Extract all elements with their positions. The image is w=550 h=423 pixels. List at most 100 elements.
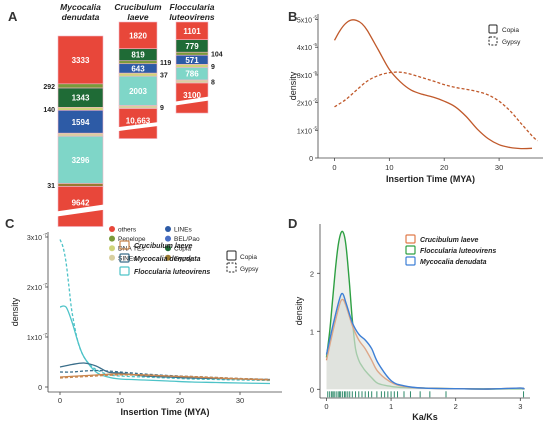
x-tick-label: 10 bbox=[116, 396, 124, 405]
bar-segment bbox=[57, 107, 104, 111]
legend-swatch bbox=[165, 245, 171, 252]
legend-swatch bbox=[109, 245, 115, 252]
panel-label-c: C bbox=[5, 216, 15, 231]
x-tick-label: 30 bbox=[495, 163, 503, 172]
y-tick-label: 2x10 bbox=[297, 101, 312, 108]
x-axis-label: Ka/Ks bbox=[412, 412, 438, 422]
x-axis-label: Insertion Time (MYA) bbox=[120, 407, 209, 417]
bar-value-label: 779 bbox=[185, 42, 199, 51]
bar-segment bbox=[118, 75, 158, 106]
bar-segment bbox=[57, 135, 104, 184]
legend-swatch bbox=[119, 240, 130, 250]
x-tick-label: 3 bbox=[518, 402, 522, 411]
bar-value-label: 1594 bbox=[72, 118, 90, 127]
bar-value-label: 119 bbox=[160, 60, 171, 67]
panel-c-legend: Crucibulum laeve Mycocalia denudata Floccu… bbox=[119, 240, 259, 276]
legend-label: Floccularia luteovirens bbox=[420, 248, 496, 255]
bar-value-label: 8 bbox=[211, 80, 215, 87]
plot-area bbox=[318, 14, 543, 158]
x-tick-label: 20 bbox=[440, 163, 448, 172]
bar-segment bbox=[118, 105, 158, 109]
legend-swatch bbox=[226, 262, 237, 273]
y-axis-label: density bbox=[288, 71, 298, 100]
legend-label: Copia bbox=[174, 246, 191, 253]
y-tick-exponent: -7 bbox=[43, 332, 47, 337]
bar-value-label: 10,663 bbox=[126, 117, 151, 126]
legend-label: SINEs bbox=[118, 255, 137, 262]
bar-name-line: luteovirens bbox=[169, 12, 215, 22]
legend-label: Mycocalia denudata bbox=[420, 259, 487, 266]
y-tick-exponent: -5 bbox=[313, 98, 317, 103]
x-tick-label: 0 bbox=[58, 396, 62, 405]
y-tick-label: 1x10 bbox=[27, 335, 42, 342]
x-tick-label: 0 bbox=[332, 163, 336, 172]
legend-label: BEL/Pao bbox=[174, 236, 200, 243]
y-tick-exponent: -5 bbox=[313, 42, 317, 47]
axis-break-mark bbox=[57, 204, 104, 217]
panel-b-legend: Copia Gypsy bbox=[488, 24, 521, 46]
bar-value-label: 1343 bbox=[72, 94, 90, 103]
y-tick-label: 3x10 bbox=[297, 73, 312, 80]
y-tick-label: 4x10 bbox=[297, 45, 312, 52]
bar-name-line: Floccularia bbox=[170, 2, 215, 12]
y-tick-label: 0 bbox=[309, 156, 313, 163]
y-tick-label: 5x10 bbox=[297, 18, 312, 25]
bar-value-label: 37 bbox=[160, 73, 168, 80]
density-fill bbox=[326, 231, 524, 390]
legend-swatch bbox=[165, 226, 171, 232]
bar-name-line: Crucibulum bbox=[114, 2, 162, 12]
x-tick-label: 2 bbox=[454, 402, 458, 411]
legend-label: Mycocalia denudata bbox=[134, 256, 201, 263]
legend-label: Copia bbox=[240, 254, 257, 261]
y-tick-label: 0 bbox=[38, 385, 42, 392]
bar-value-label: 3333 bbox=[72, 56, 90, 65]
legend-label: others bbox=[118, 227, 137, 234]
bar-name-line: Mycocalia bbox=[60, 2, 101, 12]
panel-label-a: A bbox=[8, 9, 18, 24]
panel-d-legend: Crucibulum laeve Floccularia luteovirens M… bbox=[405, 234, 496, 266]
bar-segment bbox=[57, 183, 104, 187]
x-axis-label: Insertion Time (MYA) bbox=[386, 174, 475, 184]
bar-value-label: 9 bbox=[160, 105, 164, 112]
legend-label: Crucibulum laeve bbox=[134, 243, 192, 250]
series-line-gypsy bbox=[334, 71, 538, 142]
legend-swatch bbox=[109, 254, 115, 261]
y-tick-label: 3x10 bbox=[27, 235, 42, 242]
bar-value-label: 819 bbox=[131, 51, 145, 60]
legend-label: Crucibulum laeve bbox=[420, 237, 478, 244]
x-tick-label: 1 bbox=[389, 402, 393, 411]
bar-value-label: 786 bbox=[185, 70, 199, 79]
density-line bbox=[325, 292, 525, 390]
axis-break-mark bbox=[175, 96, 209, 106]
bar-value-label: 292 bbox=[43, 84, 55, 91]
bar-segment bbox=[57, 35, 104, 85]
y-tick-label: 1 bbox=[310, 327, 314, 336]
legend-label: Gypsy bbox=[174, 255, 193, 262]
legend-swatch bbox=[165, 235, 171, 242]
y-tick-label: 2 bbox=[310, 269, 314, 278]
legend-swatch bbox=[119, 266, 130, 276]
legend-swatch bbox=[226, 250, 237, 261]
legend-label: Penelope bbox=[118, 236, 146, 243]
bar-segment bbox=[175, 51, 209, 56]
x-tick-label: 30 bbox=[236, 396, 244, 405]
legend-label: Copia bbox=[502, 27, 519, 34]
bar-value-label: 643 bbox=[131, 64, 145, 73]
y-tick-exponent: -7 bbox=[43, 282, 47, 287]
legend-swatch bbox=[109, 235, 115, 242]
panel-label-b: B bbox=[288, 9, 297, 24]
y-axis-label: density bbox=[294, 296, 304, 325]
bar-value-label: 31 bbox=[47, 183, 55, 190]
axis-break-mark bbox=[118, 122, 158, 132]
bar-value-label: 104 bbox=[211, 52, 223, 59]
bar-value-label: 571 bbox=[185, 56, 199, 65]
bar-value-label: 1820 bbox=[129, 31, 147, 40]
legend-label: Gypsy bbox=[240, 266, 259, 273]
legend-swatch bbox=[165, 254, 171, 261]
